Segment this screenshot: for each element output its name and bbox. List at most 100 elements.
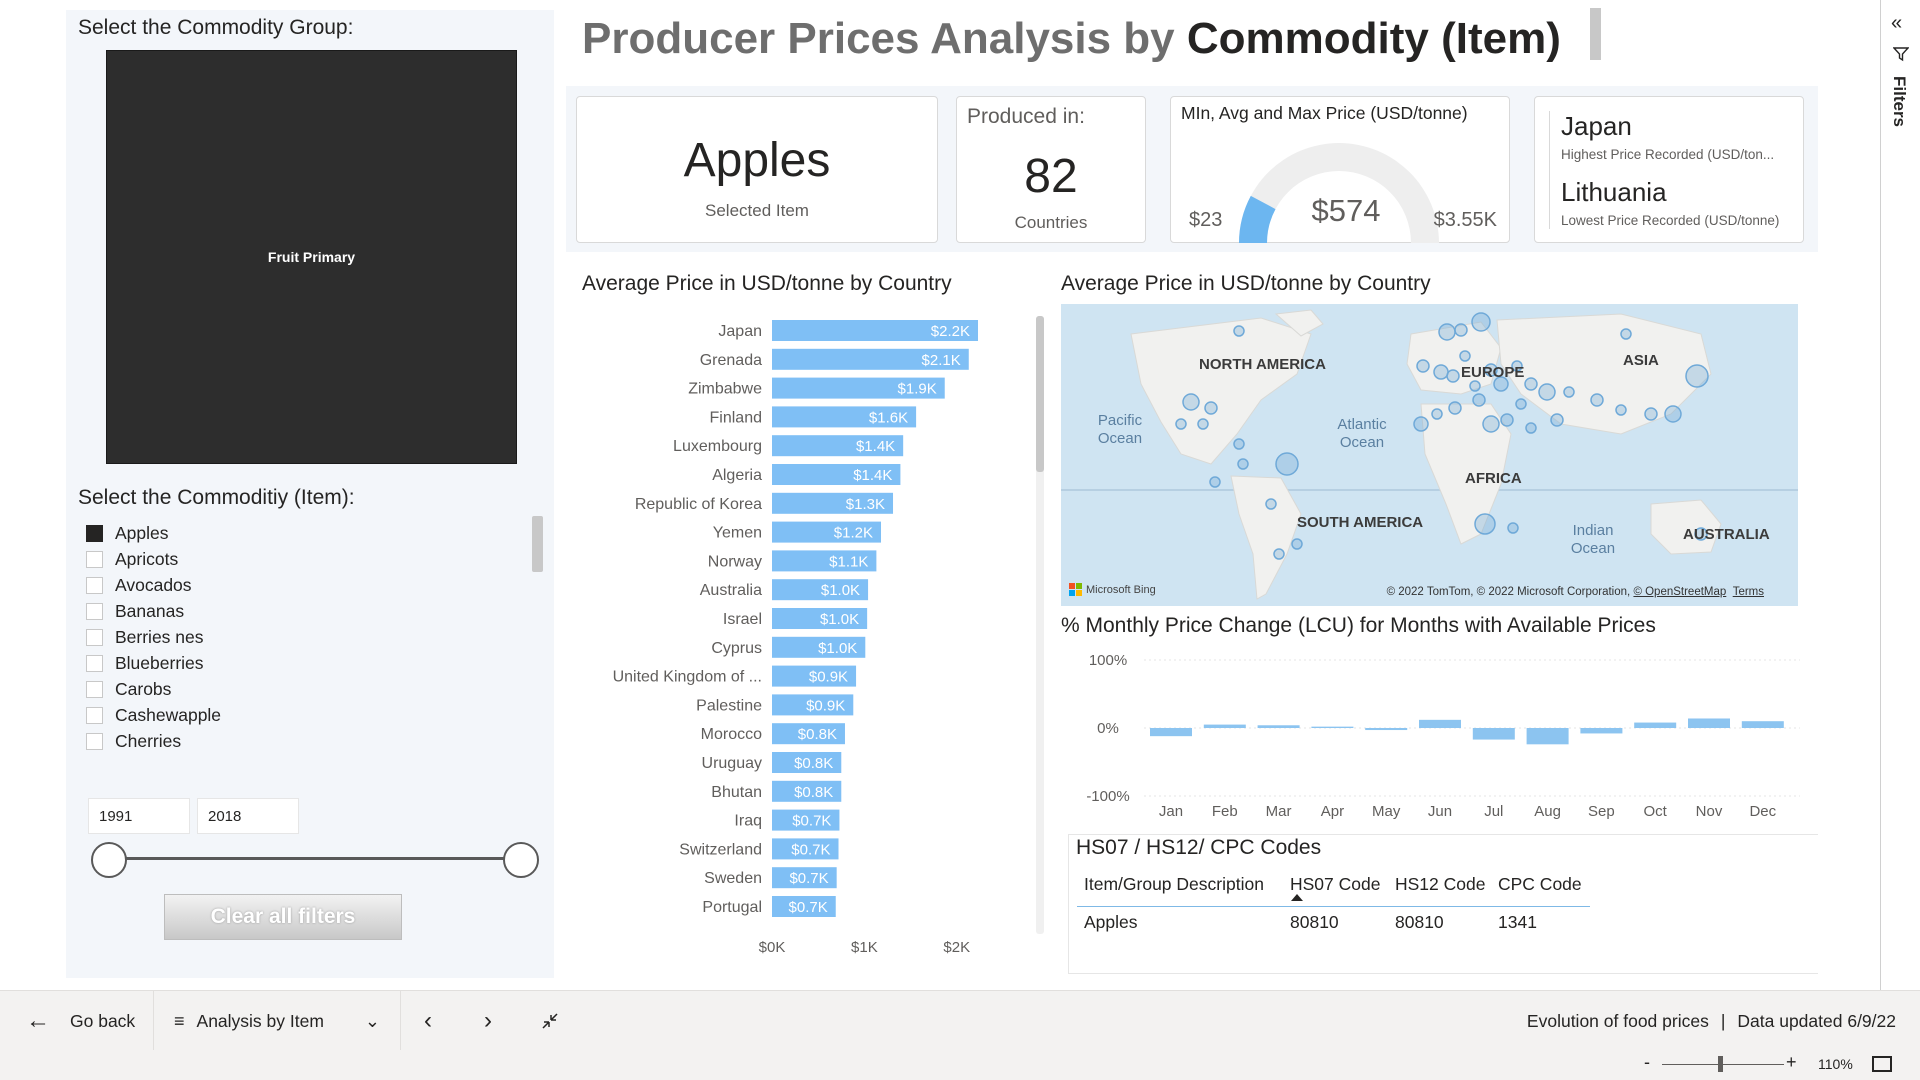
price-bubble-map[interactable]: NORTH AMERICA EUROPE ASIA AFRICA SOUTH A… <box>1061 304 1798 606</box>
bar-data-label: $1.9K <box>898 381 937 398</box>
terms-link[interactable]: Terms <box>1732 586 1764 598</box>
go-back-button[interactable]: ← Go back <box>26 991 135 1051</box>
fit-to-page-icon[interactable] <box>1872 1056 1892 1072</box>
bar-data-label: $1.2K <box>834 525 873 542</box>
month-bar <box>1580 728 1623 734</box>
year-slider-track[interactable] <box>110 857 522 860</box>
bar-category-label: Palestine <box>696 697 762 714</box>
data-updated-label: Data updated 6/9/22 <box>1737 1010 1896 1031</box>
country-price-bar-chart: Japan $2.2K Grenada $2.1K Zimbabwe $1.9K Finla… <box>613 320 978 956</box>
map-bubble <box>1233 325 1245 337</box>
double-chevron-left-icon[interactable]: « <box>1891 12 1903 34</box>
year-slider-start-handle[interactable] <box>91 842 127 878</box>
bar-category-label: Zimbabwe <box>688 381 762 398</box>
bar-chart-scrollbar[interactable] <box>1036 316 1044 472</box>
monthly-change-chart: -100% 0% 100% Jan Feb Mar Apr May Jun Jul Aug Sep Oc… <box>1086 652 1800 820</box>
checkbox[interactable] <box>86 524 103 542</box>
col-header-description[interactable]: Item/Group Description <box>1084 874 1264 894</box>
x-tick-label: $0K <box>759 939 786 956</box>
col-header-cpc[interactable]: CPC Code <box>1498 874 1582 894</box>
year-end-input[interactable]: 2018 <box>197 798 299 834</box>
map-bubble <box>1685 364 1709 388</box>
bar-data-label: $0.8K <box>794 784 833 801</box>
x-tick-label: $1K <box>851 939 878 956</box>
month-tick-label: Jul <box>1484 803 1503 820</box>
bar-chart-title: Average Price in USD/tonne by Country <box>582 272 952 295</box>
nav-divider <box>153 991 154 1051</box>
col-header-hs07[interactable]: HS07 Code <box>1290 874 1381 894</box>
filters-pane[interactable]: « Filters <box>1880 0 1920 990</box>
month-bar <box>1150 728 1192 737</box>
map-bubble <box>1237 458 1249 470</box>
map-label-australia: AUSTRALIA <box>1683 526 1770 543</box>
commodity-item-apples[interactable]: Apples <box>86 520 486 546</box>
commodity-item-berries-nes[interactable]: Berries nes <box>86 624 486 650</box>
commodity-item-carobs[interactable]: Carobs <box>86 676 486 702</box>
map-bubble <box>1448 401 1462 415</box>
bar <box>772 636 866 658</box>
produced-in-label: Produced in: <box>967 105 1085 128</box>
checkbox[interactable] <box>86 654 103 672</box>
commodity-item-cherries[interactable]: Cherries <box>86 728 486 754</box>
commodity-group-tile[interactable]: Fruit Primary <box>106 50 517 464</box>
bar <box>772 464 901 485</box>
codes-table <box>1068 834 1818 974</box>
map-bubble <box>1493 376 1509 392</box>
bar <box>772 406 917 428</box>
checkbox[interactable] <box>86 680 103 698</box>
bar <box>772 723 845 745</box>
checkbox[interactable] <box>86 576 103 594</box>
zoom-out-button[interactable]: - <box>1644 1052 1650 1072</box>
australia-land <box>1650 499 1722 555</box>
codes-table-title: HS07 / HS12/ CPC Codes <box>1076 836 1322 859</box>
bar-data-label: $1.0K <box>818 640 857 657</box>
report-footer: Evolution of food prices | Data updated … <box>1527 991 1896 1051</box>
bing-attribution-text: Microsoft Bing <box>1086 583 1156 596</box>
go-back-label: Go back <box>70 1010 136 1031</box>
bar-category-label: Portugal <box>702 899 762 916</box>
map-bubble <box>1197 418 1209 430</box>
zoom-slider-track[interactable] <box>1662 1064 1784 1065</box>
openstreetmap-link[interactable]: © OpenStreetMap <box>1633 586 1727 598</box>
microsoft-logo-icon <box>1069 583 1082 596</box>
countries-card: Produced in: 82 Countries <box>956 96 1146 243</box>
map-label-africa: AFRICA <box>1465 470 1522 487</box>
clear-all-filters-button[interactable]: Clear all filters <box>164 894 402 940</box>
checkbox[interactable] <box>86 706 103 724</box>
next-page-button[interactable]: › <box>484 991 492 1051</box>
filters-label[interactable]: Filters <box>1890 76 1909 128</box>
commodity-item-cashewapple[interactable]: Cashewapple <box>86 702 486 728</box>
gauge-max-label: $3.55K <box>1433 209 1497 231</box>
zoom-slider-handle[interactable] <box>1718 1056 1723 1072</box>
commodity-item-avocados[interactable]: Avocados <box>86 572 486 598</box>
zoom-in-button[interactable]: + <box>1786 1052 1797 1072</box>
year-start-input[interactable]: 1991 <box>88 798 190 834</box>
bar-category-label: Luxembourg <box>673 438 762 455</box>
previous-page-button[interactable]: ‹ <box>424 991 432 1051</box>
bar-data-label: $1.4K <box>856 438 895 455</box>
commodity-item-blueberries[interactable]: Blueberries <box>86 650 486 676</box>
cell-description: Apples <box>1084 912 1138 932</box>
countries-count: 82 <box>1024 150 1078 203</box>
item-list-scrollbar[interactable] <box>532 516 543 572</box>
fullscreen-exit-button[interactable] <box>540 991 560 1051</box>
y-tick-label: 0% <box>1097 720 1119 737</box>
page-selector-dropdown[interactable]: ≡ Analysis by Item ⌄ <box>174 991 380 1051</box>
map-bubble <box>1525 422 1537 434</box>
commodity-item-title: Select the Commoditiy (Item): <box>78 486 355 509</box>
bing-attribution: Microsoft Bing <box>1069 583 1156 596</box>
map-bubble <box>1273 548 1285 560</box>
year-slider-end-handle[interactable] <box>503 842 539 878</box>
bar-chart-scroll-track[interactable] <box>1036 316 1044 934</box>
page-title-part2: Commodity (Item) <box>1186 14 1561 63</box>
checkbox[interactable] <box>86 628 103 646</box>
checkbox[interactable] <box>86 602 103 620</box>
map-bubble <box>1472 393 1486 407</box>
month-tick-label: Dec <box>1749 803 1776 820</box>
commodity-item-bananas[interactable]: Bananas <box>86 598 486 624</box>
col-header-hs12[interactable]: HS12 Code <box>1395 874 1486 894</box>
checkbox[interactable] <box>86 732 103 750</box>
commodity-item-apricots[interactable]: Apricots <box>86 546 486 572</box>
checkbox[interactable] <box>86 550 103 568</box>
bar-category-label: Switzerland <box>679 841 762 858</box>
